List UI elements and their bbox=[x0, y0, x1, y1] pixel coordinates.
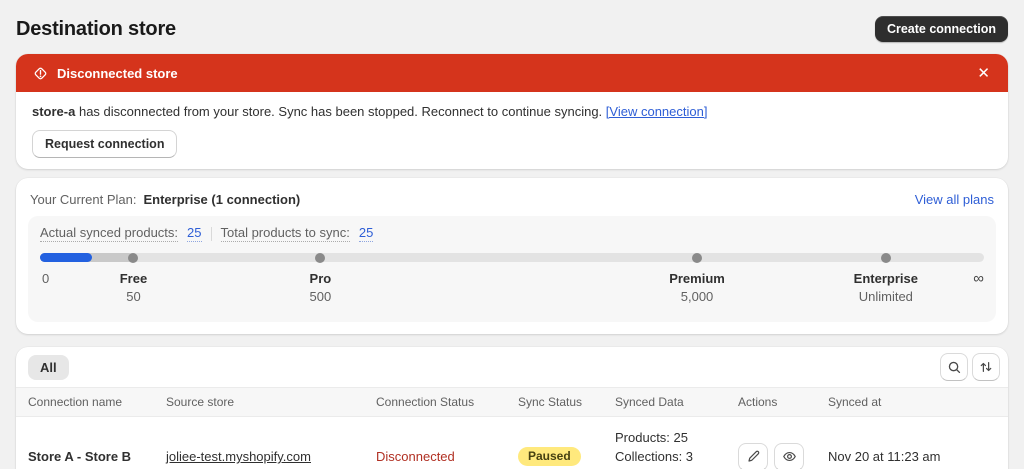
current-plan-card: Your Current Plan: Enterprise (1 connect… bbox=[16, 178, 1008, 334]
total-to-sync-label: Total products to sync: bbox=[220, 225, 350, 242]
tier-premium-name: Premium bbox=[669, 271, 725, 286]
synced-data-cell: Products: 25 Collections: 3 Show more bbox=[615, 417, 738, 469]
table-toolbar: All bbox=[16, 347, 1008, 387]
tier-free-name: Free bbox=[119, 271, 148, 286]
actual-synced-value[interactable]: 25 bbox=[187, 225, 202, 242]
col-connection-name: Connection name bbox=[16, 387, 166, 417]
progress-track bbox=[40, 253, 984, 262]
page-title: Destination store bbox=[16, 17, 176, 40]
plan-header: Your Current Plan: Enterprise (1 connect… bbox=[28, 190, 996, 207]
toolbar-actions bbox=[940, 353, 1000, 381]
plan-value: Enterprise (1 connection) bbox=[143, 192, 301, 207]
tier-pro-name: Pro bbox=[309, 271, 332, 286]
table-header-row: Connection name Source store Connection … bbox=[16, 387, 1008, 417]
edit-button[interactable] bbox=[738, 442, 768, 469]
source-store-cell: joliee-test.myshopify.com bbox=[166, 417, 376, 469]
tier-enterprise-name: Enterprise bbox=[853, 271, 918, 286]
tier-pro: Pro 500 bbox=[310, 271, 332, 304]
eye-icon bbox=[782, 449, 797, 464]
connections-table: Connection name Source store Connection … bbox=[16, 387, 1008, 469]
actions-cell bbox=[738, 417, 828, 469]
banner-message: store-a has disconnected from your store… bbox=[32, 103, 992, 121]
sync-stats-row: Actual synced products: 25 Total product… bbox=[40, 225, 984, 242]
plan-usage-box: Actual synced products: 25 Total product… bbox=[28, 216, 996, 322]
create-connection-button[interactable]: Create connection bbox=[874, 16, 1008, 42]
page-header: Destination store Create connection bbox=[0, 0, 1024, 54]
tier-pro-limit: 500 bbox=[309, 289, 332, 304]
infinity-symbol: ∞ bbox=[973, 270, 984, 287]
tier-labels-row: 0 Free 50 Pro 500 Premium 5,000 Enterpri… bbox=[40, 270, 984, 312]
progress-start-label: 0 bbox=[42, 271, 50, 286]
banner-header: Disconnected store ✕ bbox=[16, 54, 1008, 92]
banner-message-text: has disconnected from your store. Sync h… bbox=[75, 104, 606, 119]
banner-title: Disconnected store bbox=[57, 65, 178, 81]
tier-dot-premium bbox=[692, 252, 703, 263]
stats-divider bbox=[210, 226, 212, 241]
close-icon[interactable]: ✕ bbox=[977, 64, 990, 82]
pencil-icon bbox=[746, 449, 761, 464]
col-synced-data: Synced Data bbox=[615, 387, 738, 417]
disconnected-banner-card: Disconnected store ✕ store-a has disconn… bbox=[16, 54, 1008, 169]
tier-premium-limit: 5,000 bbox=[680, 289, 714, 304]
status-badge: Paused bbox=[518, 447, 581, 466]
table-row[interactable]: Store A - Store B joliee-test.myshopify.… bbox=[16, 417, 1008, 469]
plan-label: Your Current Plan: bbox=[30, 192, 137, 207]
source-store-link[interactable]: joliee-test.myshopify.com bbox=[166, 449, 311, 464]
tier-premium: Premium 5,000 bbox=[669, 271, 725, 304]
view-connection-link[interactable]: [View connection] bbox=[605, 104, 708, 119]
banner-body: store-a has disconnected from your store… bbox=[16, 92, 1008, 169]
synced-at-cell: Nov 20 at 11:23 am bbox=[828, 449, 941, 464]
actual-synced-label: Actual synced products: bbox=[40, 225, 179, 242]
request-connection-button[interactable]: Request connection bbox=[32, 130, 178, 158]
connection-status-cell: Disconnected bbox=[376, 449, 455, 464]
progress-fill bbox=[40, 253, 92, 262]
tier-dot-enterprise bbox=[880, 252, 891, 263]
tier-free-limit: 50 bbox=[126, 289, 141, 304]
connection-name-cell: Store A - Store B bbox=[28, 449, 132, 464]
banner-store-name: store-a bbox=[32, 104, 76, 119]
tier-dot-free bbox=[128, 252, 139, 263]
col-sync-status: Sync Status bbox=[518, 387, 615, 417]
connections-table-card: All bbox=[16, 347, 1008, 469]
sync-status-cell: Paused bbox=[518, 417, 615, 469]
synced-collections: Collections: 3 bbox=[615, 449, 694, 464]
col-source-store: Source store bbox=[166, 387, 376, 417]
synced-products: Products: 25 bbox=[615, 430, 688, 445]
view-all-plans-link[interactable]: View all plans bbox=[914, 192, 994, 207]
col-connection-status: Connection Status bbox=[376, 387, 518, 417]
tier-free: Free 50 bbox=[120, 271, 147, 304]
tier-enterprise-limit: Unlimited bbox=[858, 289, 913, 304]
search-button[interactable] bbox=[940, 353, 968, 381]
col-synced-at: Synced at bbox=[828, 387, 1008, 417]
alert-diamond-icon bbox=[32, 65, 49, 82]
total-to-sync-value[interactable]: 25 bbox=[358, 225, 374, 242]
tab-all[interactable]: All bbox=[28, 354, 69, 380]
tier-enterprise: Enterprise Unlimited bbox=[854, 271, 918, 304]
sort-button[interactable] bbox=[972, 353, 1000, 381]
plan-progress-bar bbox=[40, 252, 984, 263]
sort-arrows-icon bbox=[979, 360, 993, 374]
view-button[interactable] bbox=[774, 442, 804, 469]
search-icon bbox=[947, 360, 962, 375]
tier-dot-pro bbox=[315, 252, 326, 263]
col-actions: Actions bbox=[738, 387, 828, 417]
